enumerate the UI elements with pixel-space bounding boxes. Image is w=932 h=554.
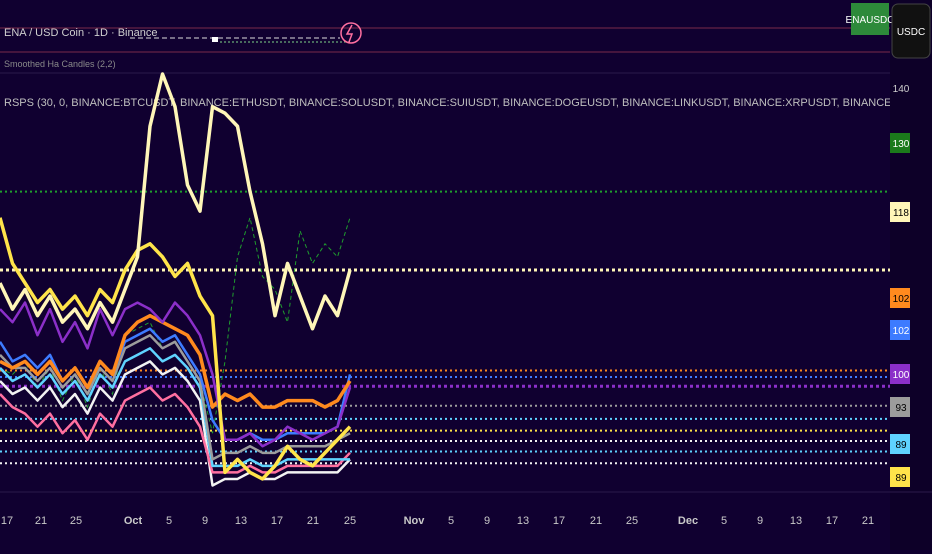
scale-label: 118 — [890, 202, 910, 222]
lightning-icon — [345, 24, 354, 43]
symbol-badge — [851, 3, 889, 35]
scale-label: 93 — [890, 397, 910, 417]
time-axis-label: 9 — [484, 515, 490, 527]
time-axis-label: 21 — [590, 515, 602, 527]
scale-label-text: 89 — [895, 440, 907, 451]
time-axis-label: 13 — [517, 515, 529, 527]
scale-label: 102 — [890, 320, 910, 340]
scale-badge — [890, 202, 910, 222]
scale-label-text: 102 — [893, 326, 910, 337]
time-axis-label: 21 — [307, 515, 319, 527]
series-line — [0, 360, 351, 487]
indicator-label[interactable]: Smoothed Ha Candles (2,2) — [4, 59, 116, 69]
time-axis-label: 17 — [553, 515, 565, 527]
scale-badge — [890, 467, 910, 487]
scale-label: 102 — [890, 288, 910, 308]
time-axis-label: Oct — [124, 515, 143, 527]
price-pane[interactable]: ENA / USD Coin · 1D · Binance Smoothed H… — [0, 22, 890, 69]
time-axis-label: 13 — [235, 515, 247, 527]
scale-labels: 140 130 118 102 102 100 93 89 89 — [890, 84, 910, 487]
time-axis-label: 9 — [757, 515, 763, 527]
series-line — [0, 334, 351, 461]
time-axis-label: 9 — [202, 515, 208, 527]
scale-label-text: 140 — [893, 84, 910, 95]
rsps-parameters[interactable]: RSPS (30, 0, BINANCE:BTCUSDT, BINANCE:ET… — [4, 97, 932, 109]
scale-badge — [890, 133, 910, 153]
scale-badge — [890, 320, 910, 340]
price-scale-background — [890, 0, 932, 550]
symbol-title[interactable]: ENA / USD Coin · 1D · Binance — [4, 27, 157, 39]
currency-button-label: USDC — [897, 27, 925, 38]
time-axis-label: 17 — [1, 515, 13, 527]
time-axis-label: 25 — [626, 515, 638, 527]
scale-label: 100 — [890, 364, 910, 384]
scale-label: 89 — [890, 434, 910, 454]
series-layer — [0, 72, 352, 487]
alert-circle-icon[interactable] — [340, 22, 362, 44]
time-axis-label: Dec — [678, 515, 698, 527]
scale-label: 89 — [890, 467, 910, 487]
series-line — [0, 301, 352, 448]
scale-badge — [890, 364, 910, 384]
symbol-badge-text: ENAUSDC — [846, 15, 895, 26]
scale-label-text: 93 — [895, 403, 907, 414]
time-axis-label: 5 — [721, 515, 727, 527]
series-line — [0, 347, 350, 468]
series-line — [0, 386, 351, 474]
scale-badge — [890, 288, 910, 308]
time-axis-label: 25 — [344, 515, 356, 527]
scale-label-text: 100 — [893, 370, 910, 381]
scale-label-text: 118 — [893, 208, 909, 219]
series-line — [0, 217, 352, 481]
scale-label: 140 — [893, 84, 910, 95]
time-axis-label: 17 — [826, 515, 838, 527]
scale-label: 130 — [890, 133, 910, 153]
scale-badge — [890, 434, 910, 454]
time-axis-label: 5 — [448, 515, 454, 527]
price-candle — [212, 37, 218, 42]
scale-badge — [890, 397, 910, 417]
scale-label-text: 89 — [895, 473, 907, 484]
time-axis-label: 5 — [166, 515, 172, 527]
time-axis[interactable]: 17 21 25 Oct 5 9 13 17 21 25 Nov 5 9 13 17 21 25 Dec 5 9 13 1… — [1, 515, 874, 527]
scale-label-text: 102 — [893, 294, 910, 305]
time-axis-label: 21 — [35, 515, 47, 527]
right-price-scale[interactable]: ENAUSDC USDC — [846, 0, 932, 550]
series-line — [0, 313, 352, 409]
time-axis-label: 13 — [790, 515, 802, 527]
scale-label-text: 130 — [893, 139, 910, 150]
currency-button[interactable] — [891, 3, 931, 59]
time-axis-label: 17 — [271, 515, 283, 527]
time-axis-label: Nov — [404, 515, 426, 527]
horizontal-levels — [0, 190, 890, 465]
time-axis-label: 21 — [862, 515, 874, 527]
series-line — [0, 72, 352, 331]
time-axis-label: 25 — [70, 515, 82, 527]
